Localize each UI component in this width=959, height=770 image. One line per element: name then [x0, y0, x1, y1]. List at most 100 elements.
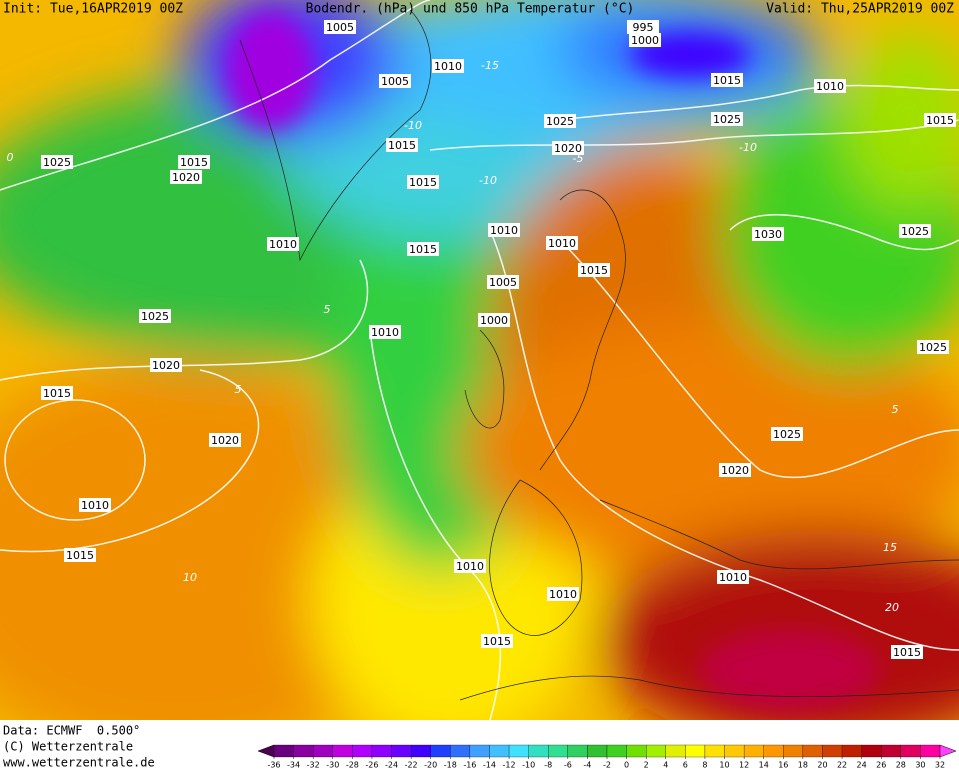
website: www.wetterzentrale.de [3, 756, 155, 770]
colorbar-tick-label: 0 [624, 761, 629, 770]
isobar-label-box [924, 113, 956, 127]
colorbar-swatch [450, 744, 471, 758]
isobar-label-box [814, 79, 846, 93]
colorbar-swatch [822, 744, 843, 758]
isobar-label-box [552, 141, 584, 155]
isobar-label: 1005 [489, 276, 517, 289]
isobar-label: 1015 [409, 176, 437, 189]
isobar-label-box [209, 433, 241, 447]
isobar-label: 1000 [480, 314, 508, 327]
colorbar-swatch [920, 744, 941, 758]
colorbar-swatch [391, 744, 412, 758]
colorbar-swatch [802, 744, 823, 758]
colorbar-tick-label: 12 [739, 761, 749, 770]
isobar-label: 1025 [141, 310, 169, 323]
colorbar-tick-label: -24 [385, 761, 398, 770]
isobar-label: 1020 [721, 464, 749, 477]
isobar-label: 1025 [901, 225, 929, 238]
coastlines [239, 9, 959, 701]
isobar-label: 1015 [388, 139, 416, 152]
isobar-label-box [267, 237, 299, 251]
isobar-label: 1025 [43, 156, 71, 169]
isobar-label-box [64, 548, 96, 562]
colorbar-tick-label: -8 [544, 761, 552, 770]
isobar-label: 1020 [211, 434, 239, 447]
init-label: Init: Tue,16APR2019 00Z [3, 2, 183, 17]
isobar-label: 1020 [152, 359, 180, 372]
isobar-label: 1010 [490, 224, 518, 237]
isobar-label-box [324, 20, 356, 34]
isobar-label-box [170, 170, 202, 184]
colorbar-tick-label: -6 [564, 761, 572, 770]
temperature-label: 5 [235, 383, 242, 396]
colorbar-tick-label: 2 [644, 761, 649, 770]
data-source: Data: ECMWF 0.500° [3, 724, 140, 738]
colorbar-swatch [685, 744, 706, 758]
temperature-label: 20 [885, 601, 899, 614]
colorbar-tick-label: 10 [719, 761, 729, 770]
isobar-label: 1015 [893, 646, 921, 659]
isobar-label-box [627, 20, 659, 34]
colorbar-swatch [489, 744, 510, 758]
isobar-label: 1010 [434, 60, 462, 73]
temperature-label: -10 [739, 141, 757, 154]
colorbar-tick-label: 6 [683, 761, 688, 770]
isobar-label-box [432, 59, 464, 73]
temperature-label: 0 [7, 151, 14, 164]
colorbar-tick-label: 8 [702, 761, 707, 770]
isobar-label-box [481, 634, 513, 648]
isobar-label: 1030 [754, 228, 782, 241]
isobar-label: 1020 [554, 142, 582, 155]
isobar-label-box [150, 358, 182, 372]
colorbar-tick-label: -20 [424, 761, 437, 770]
isobar-label: 1015 [580, 264, 608, 277]
colorbar-swatch [626, 744, 647, 758]
isobar-label-box [546, 236, 578, 250]
isobar-label-box [178, 155, 210, 169]
isobar-label: 1005 [381, 75, 409, 88]
isobar-label-box [407, 175, 439, 189]
isobar-label: 1010 [81, 499, 109, 512]
colorbar-tick-label: -2 [603, 761, 611, 770]
colorbar-swatch [469, 744, 490, 758]
isobar-label-box [407, 242, 439, 256]
isobar-label-box [41, 386, 73, 400]
isobar-label: 1025 [773, 428, 801, 441]
isobar-label: 1015 [43, 387, 71, 400]
isobar-label-box [544, 114, 576, 128]
colorbar-swatch [665, 744, 686, 758]
isobar-label-box [369, 325, 401, 339]
colorbar-tick-label: 32 [935, 761, 945, 770]
isobar-label: 1015 [409, 243, 437, 256]
colorbar-tick-label: -4 [583, 761, 591, 770]
isobar-label-box [547, 587, 579, 601]
colorbar-tick-label: 22 [837, 761, 847, 770]
isobar-label: 1025 [713, 113, 741, 126]
colorbar-swatch [371, 744, 392, 758]
map-title: Bodendr. (hPa) und 850 hPa Temperatur (°… [306, 2, 635, 17]
isobar-label: 1015 [483, 635, 511, 648]
isobar-label-box [454, 559, 486, 573]
colorbar-swatch [352, 744, 373, 758]
colorbar-tick-label: -32 [307, 761, 320, 770]
isobar-label-box [711, 73, 743, 87]
isobar-label: 1015 [180, 156, 208, 169]
temperature-label: -15 [481, 59, 499, 72]
isobar-label-box [487, 275, 519, 289]
colorbar-tick-label: -26 [365, 761, 378, 770]
colorbar-tick-label: -18 [444, 761, 457, 770]
colorbar-tick-label: -28 [346, 761, 359, 770]
colorbar-swatch [293, 744, 314, 758]
colorbar-swatch [841, 744, 862, 758]
colorbar-swatch [704, 744, 725, 758]
isobar-label: 1015 [926, 114, 954, 127]
isobar-label: 995 [633, 21, 654, 34]
colorbar-swatch [861, 744, 882, 758]
isobar-label-box [386, 138, 418, 152]
temperature-label: -10 [479, 174, 497, 187]
colorbar-swatch [567, 744, 588, 758]
isobar-label-box [752, 227, 784, 241]
isobar-label-box [719, 463, 751, 477]
isobar-label: 1010 [549, 588, 577, 601]
